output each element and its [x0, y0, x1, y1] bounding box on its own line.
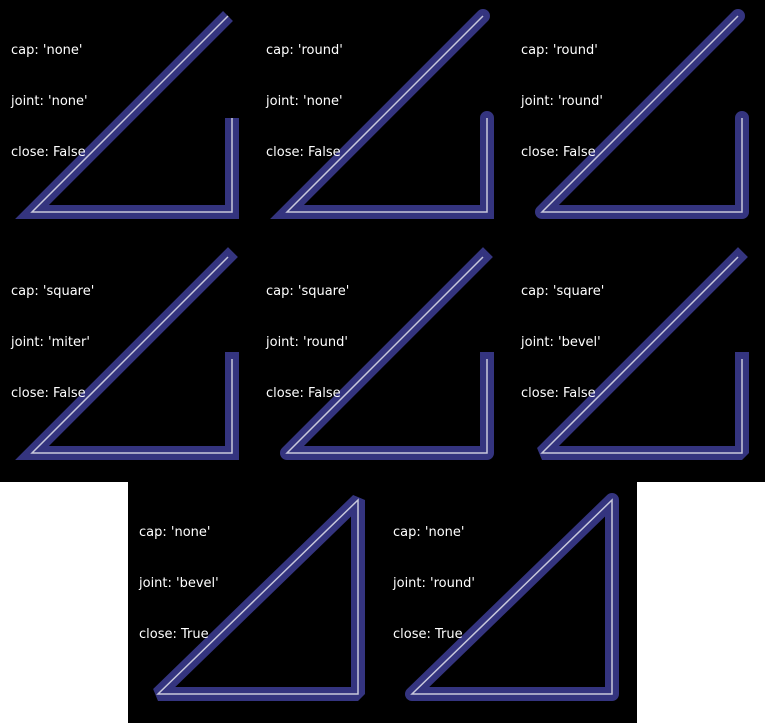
stroke-diagram: [270, 9, 494, 219]
cap-label: cap: 'none': [11, 43, 83, 58]
panel-label: cap: 'round' joint: 'round' close: False: [521, 8, 603, 195]
stroke-diagram: [537, 247, 749, 460]
panel-label: cap: 'none' joint: 'round' close: True: [393, 490, 475, 677]
cap-label: cap: 'none': [393, 525, 465, 540]
joint-label: joint: 'miter': [11, 335, 90, 350]
panel-cap-square-joint-miter: cap: 'square' joint: 'miter' close: Fals…: [0, 241, 255, 482]
center-line: [540, 15, 743, 213]
cap-label: cap: 'square': [521, 284, 605, 299]
cap-label: cap: 'round': [266, 43, 343, 58]
close-label: close: True: [139, 627, 209, 642]
joint-label: joint: 'round': [393, 576, 475, 591]
stroke-diagram: [280, 247, 494, 460]
panel-cap-round-joint-round: cap: 'round' joint: 'round' close: False: [510, 0, 765, 241]
center-line: [30, 256, 233, 454]
stroke-diagram: [15, 247, 239, 460]
close-label: close: False: [11, 386, 86, 401]
joint-label: joint: 'bevel': [521, 335, 601, 350]
joint-label: joint: 'none': [11, 94, 88, 109]
center-line: [285, 15, 488, 213]
cap-label: cap: 'none': [139, 525, 211, 540]
panel-label: cap: 'square' joint: 'round' close: Fals…: [266, 249, 349, 436]
panel-label: cap: 'square' joint: 'bevel' close: Fals…: [521, 249, 604, 436]
center-line: [540, 256, 743, 454]
panel-cap-none-joint-bevel-closed: cap: 'none' joint: 'bevel' close: True: [128, 482, 383, 723]
center-line: [30, 15, 233, 213]
close-label: close: True: [393, 627, 463, 642]
panel-label: cap: 'round' joint: 'none' close: False: [266, 8, 343, 195]
close-label: close: False: [521, 145, 596, 160]
center-line: [410, 498, 613, 695]
cap-label: cap: 'square': [266, 284, 350, 299]
panel-cap-none-joint-none: cap: 'none' joint: 'none' close: False: [0, 0, 255, 241]
center-line: [285, 256, 488, 454]
stroke-diagram: [535, 9, 749, 219]
stroke-diagram: [15, 11, 239, 219]
joint-label: joint: 'round': [266, 335, 348, 350]
panel-label: cap: 'none' joint: 'bevel' close: True: [139, 490, 219, 677]
panel-cap-square-joint-round: cap: 'square' joint: 'round' close: Fals…: [255, 241, 510, 482]
panel-cap-round-joint-none: cap: 'round' joint: 'none' close: False: [255, 0, 510, 241]
close-label: close: False: [266, 386, 341, 401]
panel-cap-square-joint-bevel: cap: 'square' joint: 'bevel' close: Fals…: [510, 241, 765, 482]
stroke-diagram: [405, 493, 619, 701]
joint-label: joint: 'none': [266, 94, 343, 109]
close-label: close: False: [11, 145, 86, 160]
cap-label: cap: 'square': [11, 284, 95, 299]
close-label: close: False: [521, 386, 596, 401]
close-label: close: False: [266, 145, 341, 160]
stroke-diagram: [153, 494, 365, 701]
joint-label: joint: 'round': [521, 94, 603, 109]
joint-label: joint: 'bevel': [139, 576, 219, 591]
center-line: [156, 498, 359, 695]
panel-label: cap: 'square' joint: 'miter' close: Fals…: [11, 249, 94, 436]
panel-label: cap: 'none' joint: 'none' close: False: [11, 8, 88, 195]
panel-cap-none-joint-round-closed: cap: 'none' joint: 'round' close: True: [382, 482, 637, 723]
cap-label: cap: 'round': [521, 43, 598, 58]
